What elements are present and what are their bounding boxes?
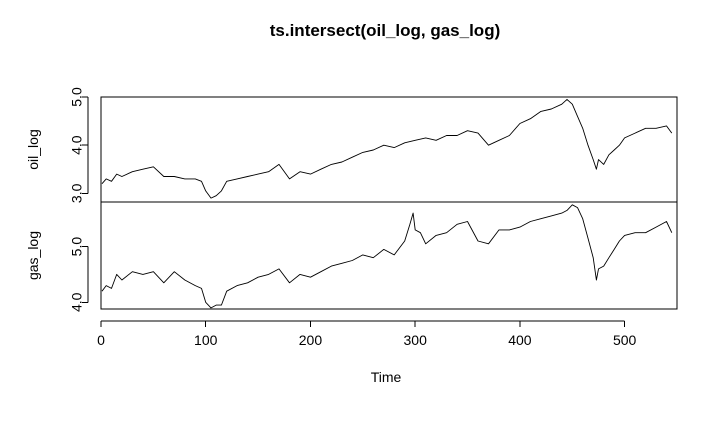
series-line-gas_log bbox=[101, 204, 673, 309]
panel-oil_log: 3.0 4.0 5.0 oil_log bbox=[25, 87, 678, 203]
y-axis-label-oil_log: oil_log bbox=[25, 129, 41, 169]
series-line-oil_log bbox=[101, 98, 673, 199]
panel-frame bbox=[100, 201, 678, 310]
x-tick-label: 200 bbox=[299, 332, 323, 348]
x-tick-label: 100 bbox=[194, 332, 218, 348]
chart-panels: 3.0 4.0 5.0 oil_log 4.0 5.0 gas_log bbox=[25, 87, 678, 312]
y-axis-label-gas_log: gas_log bbox=[25, 231, 41, 280]
y-tick-label: 3.0 bbox=[69, 183, 85, 203]
x-axis-label: Time bbox=[371, 369, 402, 385]
x-tick-label: 500 bbox=[613, 332, 637, 348]
x-axis: 0 100 200 300 400 500 bbox=[97, 320, 637, 348]
x-tick-label: 300 bbox=[404, 332, 428, 348]
y-tick-label: 5.0 bbox=[69, 237, 85, 257]
panel-frame bbox=[100, 96, 678, 203]
y-tick-label: 4.0 bbox=[69, 135, 85, 155]
panel-gas_log: 4.0 5.0 gas_log bbox=[25, 201, 678, 312]
chart-title: ts.intersect(oil_log, gas_log) bbox=[270, 21, 501, 40]
y-tick-label: 4.0 bbox=[69, 292, 85, 312]
x-tick-label: 400 bbox=[508, 332, 532, 348]
x-tick-label: 0 bbox=[97, 332, 105, 348]
y-tick-label: 5.0 bbox=[69, 87, 85, 107]
